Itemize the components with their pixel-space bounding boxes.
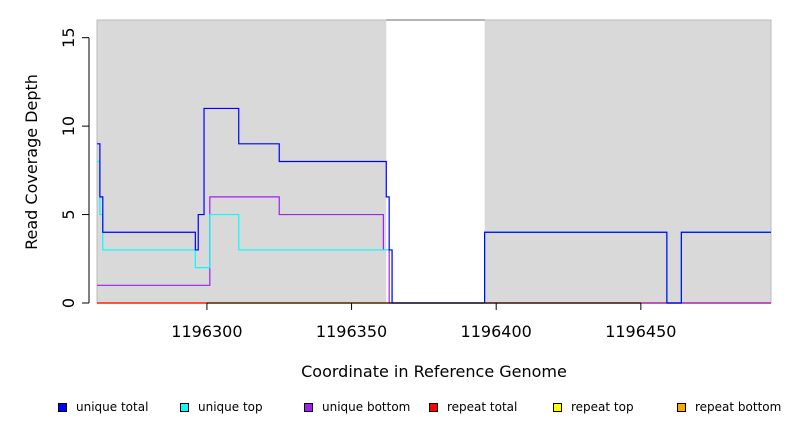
x-tick-label: 1196350 [316, 322, 387, 341]
legend-item-unique-bottom: unique bottom [304, 400, 410, 414]
legend-label: unique total [76, 400, 149, 414]
plot-background [96, 19, 772, 304]
x-tick-label: 1196400 [461, 322, 532, 341]
legend-swatch [304, 402, 313, 412]
y-tick-label: 5 [59, 209, 78, 219]
legend-label: repeat total [447, 400, 518, 414]
y-tick-label: 10 [59, 116, 78, 136]
legend-item-repeat-bottom: repeat bottom [677, 400, 781, 414]
legend-label: unique top [198, 400, 263, 414]
legend-label: repeat bottom [695, 400, 782, 414]
x-axis-title: Coordinate in Reference Genome [301, 362, 567, 381]
legend-item-repeat-top: repeat top [553, 400, 634, 414]
legend-swatch [677, 402, 686, 412]
coverage-chart: 1196300 1196350 1196400 1196450 0 5 10 15 Coord… [22, 19, 772, 381]
legend-swatch [180, 402, 189, 412]
shaded-region-right [484, 20, 771, 303]
legend: unique total unique top unique bottom repea… [0, 400, 792, 418]
legend-swatch [553, 402, 562, 412]
legend-label: repeat top [571, 400, 634, 414]
legend-swatch [58, 402, 67, 412]
x-tick-label: 1196450 [605, 322, 676, 341]
axes-layer: 1196300 1196350 1196400 1196450 0 5 10 15 [59, 28, 676, 341]
x-tick-label: 1196300 [171, 322, 242, 341]
series-line-unique-bottom [97, 196, 771, 304]
y-tick-label: 0 [59, 298, 78, 308]
y-axis-title: Read Coverage Depth [22, 74, 41, 250]
series-line-unique-total [97, 107, 771, 304]
legend-item-unique-total: unique total [58, 400, 148, 414]
legend-item-unique-top: unique top [180, 400, 263, 414]
y-tick-label: 15 [59, 28, 78, 48]
legend-item-repeat-total: repeat total [429, 400, 517, 414]
legend-swatch [429, 402, 438, 412]
legend-label: unique bottom [322, 400, 411, 414]
